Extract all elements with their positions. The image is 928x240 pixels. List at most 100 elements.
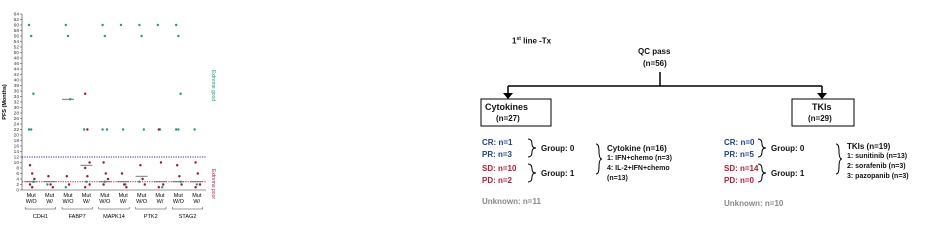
y-tick-label: 14: [14, 149, 20, 155]
point: [102, 183, 105, 186]
response: SD: n=14: [724, 164, 759, 173]
group-bracket: [135, 207, 167, 210]
point: [141, 177, 144, 181]
y-tick-label: 54: [14, 39, 20, 45]
y-tick-label: 22: [14, 127, 20, 133]
response: CR: n=0: [724, 138, 755, 147]
arrowhead: [817, 93, 827, 99]
group-bracket: [98, 207, 130, 210]
node-n: (n=56): [643, 59, 667, 68]
node-title: Cytokines: [485, 102, 529, 112]
point: [65, 175, 69, 178]
point: [30, 128, 33, 131]
page: 0 2 4 6 8 10 12 14 16 18 20 22 24 26 28 30 32 34 36 38 40 42 4…: [2, 11, 909, 220]
point: [161, 186, 164, 189]
group-label: MAPK14: [103, 214, 125, 220]
y-tick-label: 8: [16, 166, 19, 172]
point: [194, 186, 197, 189]
zone-label: Extreme poor: [210, 169, 216, 199]
group: Group: 1: [771, 169, 805, 178]
response: CR: n=1: [482, 138, 513, 147]
point: [177, 128, 180, 131]
point: [196, 172, 199, 175]
point: [138, 23, 141, 27]
box: [480, 98, 552, 127]
point: [49, 183, 52, 186]
point: [32, 92, 35, 95]
brace: [595, 143, 603, 175]
y-tick-label: 4: [16, 177, 19, 183]
response: SD: n=10: [482, 164, 517, 173]
point: [104, 172, 108, 175]
point: [157, 186, 160, 189]
zone-label: Extreme good: [210, 70, 216, 101]
point: [28, 164, 32, 167]
point: [86, 175, 89, 178]
group-bracket: [24, 207, 56, 210]
point: [103, 180, 107, 183]
y-tick-label: 12: [14, 155, 20, 161]
brace: [527, 163, 537, 183]
point: [105, 128, 109, 131]
y-tick-label: 62: [14, 17, 20, 23]
point: [84, 92, 87, 95]
point: [83, 128, 86, 131]
point: [106, 177, 110, 181]
response: PD: n=2: [482, 176, 513, 185]
response: PR: n=3: [482, 150, 513, 159]
x-tick-label: Mut W/O: [136, 193, 148, 205]
point: [175, 23, 178, 27]
point: [101, 128, 104, 131]
point: [156, 23, 159, 27]
point: [86, 128, 89, 131]
point: [30, 34, 33, 38]
node-n: (n=27): [496, 114, 520, 123]
y-tick-label: 48: [14, 56, 20, 62]
point: [32, 180, 35, 183]
group: Group: 1: [541, 169, 575, 178]
treatment: 4: IL-2+IFN+chemo: [607, 165, 670, 172]
unknown: Unknown: n=10: [724, 199, 784, 208]
point: [64, 186, 68, 189]
point: [175, 128, 178, 131]
y-tick-label: 0: [16, 188, 19, 194]
point: [66, 34, 70, 38]
brace: [757, 138, 767, 158]
y-tick-label: 32: [14, 100, 20, 106]
y-tick-label: 50: [14, 50, 20, 56]
node-title: QC pass: [638, 47, 671, 56]
group-label: FABP7: [69, 214, 86, 220]
group-label: PTK2: [144, 214, 158, 220]
y-tick-label: 42: [14, 72, 20, 78]
y-tick-label: 28: [14, 111, 20, 117]
point: [122, 128, 125, 131]
x-tick-label: Mut W/O: [25, 193, 37, 205]
point: [47, 175, 50, 178]
y-tick-label: 2: [16, 182, 19, 188]
point: [140, 34, 143, 38]
node-n: (n=29): [808, 114, 832, 123]
x-tick-label: Mut W/: [192, 193, 202, 205]
arrowhead: [503, 93, 513, 99]
point: [102, 161, 105, 164]
group-label: CDH1: [33, 214, 48, 220]
group-bracket: [172, 207, 204, 210]
point: [143, 183, 146, 186]
y-tick-label: 56: [14, 34, 20, 40]
y-tick-label: 58: [14, 28, 20, 34]
treatment: Cytokine (n=16): [607, 144, 667, 153]
group-bracket: [61, 207, 93, 210]
y-tick-label: 46: [14, 61, 20, 67]
point: [84, 186, 87, 189]
point: [198, 183, 202, 186]
treatment: 2: sorafenib (n=3): [847, 163, 906, 170]
node-title: TKIs: [812, 102, 832, 112]
y-tick-label: 60: [14, 23, 20, 29]
point: [195, 183, 198, 186]
point: [180, 183, 183, 186]
box: [791, 98, 855, 127]
y-tick-label: 10: [14, 160, 20, 166]
y-tick-label: 30: [14, 105, 20, 111]
y-axis-label: PFS (Months): [2, 84, 8, 120]
y-tick-label: 38: [14, 83, 20, 89]
